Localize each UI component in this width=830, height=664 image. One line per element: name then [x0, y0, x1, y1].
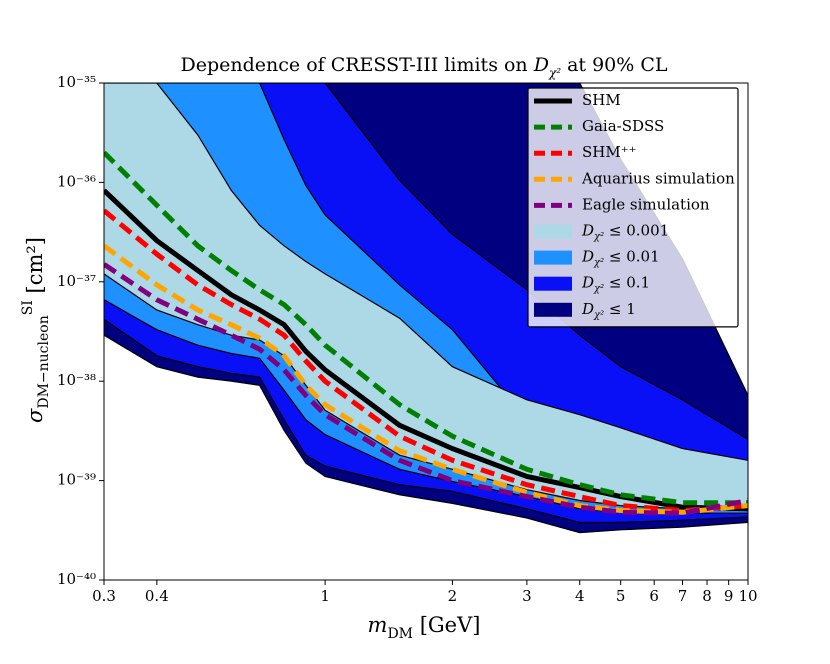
legend-symbol: D	[581, 248, 594, 266]
legend-rel: ≤ 1	[604, 300, 636, 318]
legend-label: Aquarius simulation	[581, 169, 735, 187]
legend-label: Dχ² ≤ 0.1	[581, 274, 650, 295]
y-tick-label: 10⁻⁴⁰	[57, 570, 96, 588]
y-tick-label: 10⁻³⁷	[57, 272, 96, 290]
legend-rel: ≤ 0.001	[604, 222, 669, 240]
title-text: at 90% CL	[561, 54, 668, 76]
axes: 0.3 0.4 1 2 3 4 5 6 7 8 9 10 10⁻⁴⁰ 10⁻³⁹ 10⁻³⁸ 10⁻³⁷ 10⁻…	[57, 73, 758, 605]
series-line	[104, 208, 748, 514]
region-lower-edge	[104, 334, 748, 534]
x-tick-label: 2	[448, 587, 458, 605]
x-tick-label: 3	[522, 587, 532, 605]
title-sub: χ²	[548, 66, 561, 80]
y-label-sup: SI	[20, 300, 36, 315]
legend-swatch	[534, 276, 572, 291]
legend-label: Gaia-SDSS	[582, 117, 664, 135]
legend-label: SHM⁺⁺	[582, 143, 637, 161]
y-label-unit: [cm²]	[23, 237, 47, 300]
y-tick-label: 10⁻³⁵	[57, 73, 96, 91]
x-label-sub: DM	[387, 626, 413, 642]
y-label-symbol: σ	[23, 408, 47, 423]
legend-symbol: D	[581, 300, 594, 318]
chart-title: Dependence of CRESST-III limits on Dχ² a…	[181, 54, 668, 80]
legend-symbol: D	[581, 222, 594, 240]
title-symbol: D	[533, 54, 549, 76]
y-tick-label: 10⁻³⁸	[57, 371, 96, 389]
legend-sub: χ²	[593, 232, 604, 243]
legend-sub: χ²	[593, 284, 604, 295]
x-tick-label: 10	[738, 587, 757, 605]
x-tick-label: 8	[702, 587, 712, 605]
x-label-unit: [GeV]	[413, 613, 480, 637]
legend-label: Dχ² ≤ 1	[581, 300, 636, 321]
y-label-sub: DM−nucleon	[36, 315, 52, 408]
legend-sub: χ²	[593, 310, 604, 321]
x-tick-label: 5	[616, 587, 626, 605]
series-line	[104, 150, 748, 506]
legend-label: Dχ² ≤ 0.001	[581, 222, 669, 243]
series-line	[104, 262, 748, 516]
region-lower-edge	[104, 318, 748, 523]
legend-swatch	[534, 302, 572, 317]
x-tick-label: 4	[575, 587, 585, 605]
legend: SHM Gaia-SDSS SHM⁺⁺ Aquarius simulation Eagl…	[527, 87, 739, 328]
legend-label: Eagle simulation	[582, 195, 710, 213]
legend-box	[527, 87, 739, 328]
region-upper-edge	[104, 83, 748, 440]
legend-rel: ≤ 0.1	[604, 274, 650, 292]
x-tick-label: 1	[320, 587, 330, 605]
region	[104, 83, 748, 514]
y-axis-label: σDM−nucleonSI [cm²]	[20, 237, 52, 423]
x-axis-label: mDM [GeV]	[368, 613, 481, 643]
x-tick-label: 9	[724, 587, 734, 605]
y-tick-label: 10⁻³⁹	[57, 471, 96, 489]
legend-swatch	[534, 250, 572, 265]
title-text: Dependence of CRESST-III limits on	[181, 54, 534, 76]
x-tick-label: 0.3	[92, 587, 116, 605]
x-tick-label: 7	[678, 587, 688, 605]
region-upper-edge	[104, 83, 748, 461]
x-tick-label: 6	[649, 587, 659, 605]
legend-label: SHM	[582, 91, 621, 109]
legend-swatch	[534, 224, 572, 239]
legend-rel: ≤ 0.01	[604, 248, 660, 266]
plot-frame	[103, 82, 749, 581]
x-tick-label: 0.4	[145, 587, 169, 605]
legend-label: Dχ² ≤ 0.01	[581, 248, 660, 269]
y-tick-label: 10⁻³⁶	[57, 172, 96, 190]
legend-sub: χ²	[593, 258, 604, 269]
legend-symbol: D	[581, 274, 594, 292]
x-label-symbol: m	[368, 613, 388, 637]
